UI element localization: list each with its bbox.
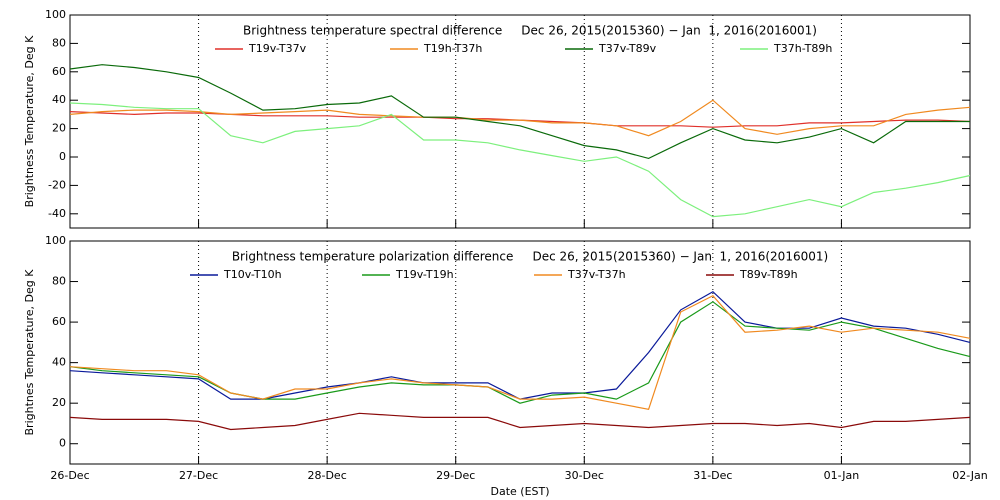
legend-label: T89v-T89h (739, 268, 798, 281)
x-tick-label: 30-Dec (565, 469, 604, 482)
chart-title: Brightness temperature spectral differen… (243, 24, 817, 38)
x-tick-label: 29-Dec (436, 469, 475, 482)
y-tick-label: 80 (52, 36, 66, 49)
legend-label: T19v-T19h (395, 268, 454, 281)
y-tick-label: 80 (52, 275, 66, 288)
line-series (69, 301, 971, 404)
x-tick-label: 27-Dec (179, 469, 218, 482)
y-axis-label: Brightness Temperature, Deg K (23, 35, 36, 207)
legend-label: T37v-T37h (567, 268, 626, 281)
legend-label: T19v-T37v (248, 42, 307, 55)
y-tick-label: 20 (52, 396, 66, 409)
line-series (69, 412, 971, 431)
legend-label: T37v-T89v (598, 42, 657, 55)
y-tick-label: 40 (52, 356, 66, 369)
line-series (69, 64, 970, 160)
y-tick-label: 40 (52, 93, 66, 106)
legend-label: T19h-T37h (423, 42, 482, 55)
chart-title: Brightness temperature polarization diff… (232, 250, 828, 264)
y-axis-label: Brightnes Temperature, Deg K (23, 269, 36, 436)
x-axis-label: Date (EST) (490, 485, 549, 498)
y-tick-label: 60 (52, 315, 66, 328)
y-tick-label: 0 (59, 437, 66, 450)
y-tick-label: 100 (45, 8, 66, 21)
legend-label: T10v-T10h (223, 268, 282, 281)
x-tick-label: 01-Jan (824, 469, 860, 482)
line-series (69, 294, 971, 410)
y-tick-label: 60 (52, 65, 66, 78)
x-tick-label: 28-Dec (308, 469, 347, 482)
line-series (69, 102, 971, 218)
x-tick-label: 31-Dec (693, 469, 732, 482)
legend-label: T37h-T89h (773, 42, 832, 55)
x-tick-label: 26-Dec (50, 469, 89, 482)
line-series (69, 99, 971, 137)
plot-frame (69, 240, 971, 465)
y-tick-label: 20 (52, 122, 66, 135)
plot-frame (69, 14, 971, 229)
y-tick-label: 0 (59, 150, 66, 163)
y-tick-label: -40 (48, 207, 66, 220)
x-tick-label: 02-Jan (952, 469, 988, 482)
line-series (69, 290, 971, 400)
y-tick-label: -20 (48, 178, 66, 191)
y-tick-label: 100 (45, 234, 66, 247)
